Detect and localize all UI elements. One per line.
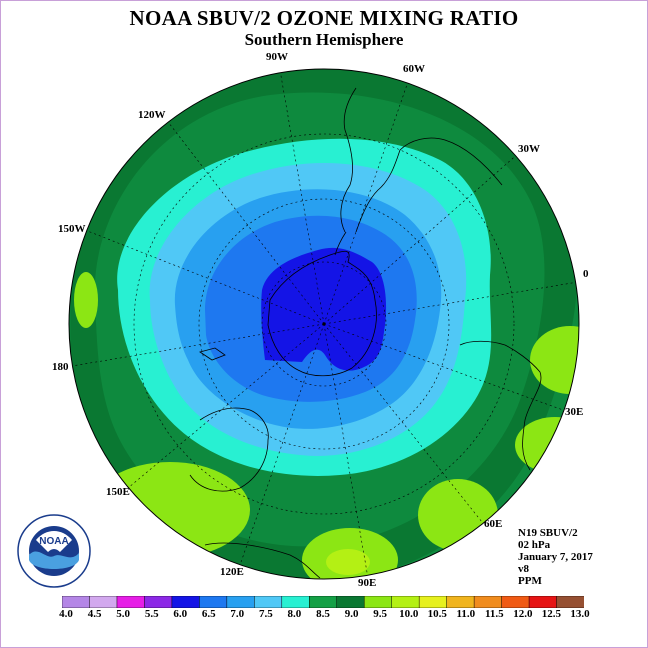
- contour-9-0-west: [74, 272, 98, 328]
- lon-label-0: 0: [583, 268, 589, 280]
- colorbar-tick-label: 8.5: [316, 608, 330, 620]
- coastlines: [189, 87, 542, 579]
- lat-circle-70s: [261, 261, 387, 387]
- colorbar-segment: [309, 596, 338, 608]
- meridian-120w: [164, 117, 325, 325]
- colorbar-segment: [473, 596, 503, 608]
- colorbar-segment: [144, 596, 173, 608]
- colorbar: [62, 596, 584, 608]
- colorbar-tick-label: 6.5: [201, 608, 216, 620]
- info-satellite: N19 SBUV/2: [518, 527, 578, 539]
- noaa-logo-wave: [29, 551, 79, 569]
- colorbar-tick-label: 12.5: [541, 608, 562, 620]
- south-america-coast: [340, 87, 503, 233]
- colorbar-segment: [226, 596, 256, 608]
- noaa-logo-text: NOAA: [39, 536, 68, 547]
- map-title: NOAA SBUV/2 OZONE MIXING RATIO: [129, 6, 519, 30]
- lon-label-120w: 120W: [138, 109, 166, 121]
- colorbar-tick-label: 10.0: [399, 608, 419, 620]
- colorbar-segment: [116, 596, 146, 608]
- colorbar-segment: [199, 596, 228, 608]
- colorbar-segment: [171, 596, 201, 608]
- lon-label-150e: 150E: [106, 486, 130, 498]
- colorbar-tick-label: 11.5: [484, 608, 504, 620]
- colorbar-tick-label: 5.0: [116, 608, 130, 620]
- info-version: v8: [518, 563, 529, 575]
- colorbar-tick-label: 4.5: [87, 608, 102, 620]
- colorbar-segment: [391, 596, 420, 608]
- map-boundary: [68, 68, 580, 580]
- colorbar-segment: [418, 596, 448, 608]
- graticule: [71, 69, 579, 579]
- colorbar-tick-label: 8.0: [287, 608, 302, 620]
- meridian-60e: [323, 323, 483, 523]
- indonesia-coast: [204, 542, 321, 579]
- lat-circle-50s: [198, 198, 450, 450]
- new-zealand-coast: [199, 347, 226, 361]
- colorbar-segment: [62, 596, 91, 608]
- colorbar-segment: [281, 596, 311, 608]
- colorbar-segment: [89, 596, 118, 608]
- colorbar-tick-label: 12.0: [513, 608, 533, 620]
- colorbar-tick-label: 4.0: [59, 608, 73, 620]
- colorbar-tick-label: 5.5: [144, 608, 159, 620]
- colorbar-segment: [501, 596, 530, 608]
- meridian-60w: [323, 75, 411, 325]
- contour-9-0-east: [530, 326, 579, 394]
- colorbar-tick-label: 11.0: [456, 608, 476, 620]
- lon-label-60e: 60E: [484, 518, 502, 530]
- contour-9-5-bottom: [326, 549, 370, 575]
- colorbar-tick-label: 13.0: [570, 608, 590, 620]
- colorbar-tick-label: 6.0: [173, 608, 188, 620]
- map-subtitle: Southern Hemisphere: [244, 30, 404, 49]
- lon-label-90w: 90W: [266, 51, 288, 63]
- info-date: January 7, 2017: [518, 551, 593, 563]
- colorbar-tick-label: 7.5: [259, 608, 273, 620]
- australia-coast: [189, 407, 269, 492]
- contour-9-0-south: [418, 479, 498, 551]
- lon-label-120e: 120E: [220, 566, 244, 578]
- meridian-30w: [323, 151, 521, 325]
- colorbar-tick-label: 9.0: [344, 608, 359, 620]
- lon-label-30e: 30E: [565, 406, 583, 418]
- colorbar-segment: [254, 596, 283, 608]
- noaa-logo: NOAA: [17, 514, 91, 588]
- meridian-30e: [323, 323, 564, 411]
- colorbar-segment: [336, 596, 365, 608]
- antarctica-coast: [267, 250, 377, 377]
- colorbar-segment: [528, 596, 558, 608]
- colorbar-tick-label: 10.5: [427, 608, 447, 620]
- contour-5-5: [261, 247, 387, 371]
- contour-9-0-southwest: [90, 462, 250, 558]
- lat-circle-30s: [133, 133, 515, 515]
- colorbar-tick-label: 9.5: [373, 608, 387, 620]
- africa-coast: [459, 340, 542, 471]
- noaa-logo-bird: [36, 531, 72, 552]
- colorbar-tick-label: 7.0: [230, 608, 245, 620]
- lon-label-30w: 30W: [518, 143, 540, 155]
- colorbar-segment: [556, 596, 584, 608]
- colorbar-segment: [446, 596, 475, 608]
- lon-label-60w: 60W: [403, 63, 425, 75]
- antarctic-peninsula: [334, 231, 347, 256]
- colorbar-segment: [363, 596, 393, 608]
- lon-label-90e: 90E: [358, 577, 376, 589]
- info-level: 02 hPa: [518, 539, 551, 551]
- info-units: PPM: [518, 575, 542, 587]
- lon-label-150w: 150W: [58, 223, 86, 235]
- lon-label-180: 180: [52, 361, 69, 373]
